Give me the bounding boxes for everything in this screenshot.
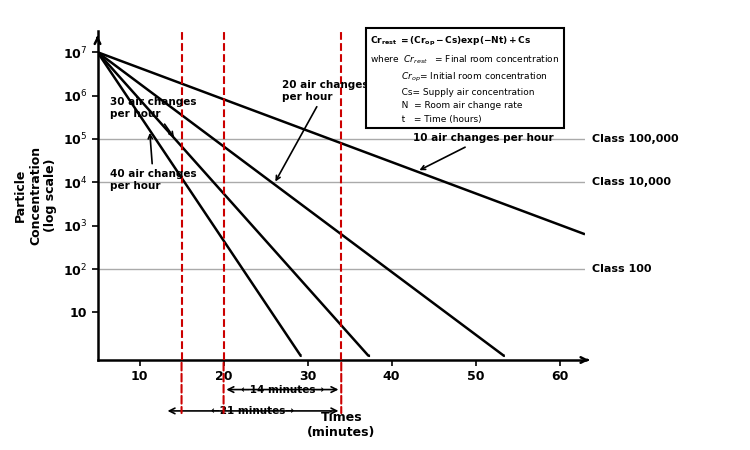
Text: 20 air changes
per hour: 20 air changes per hour — [276, 80, 369, 180]
Text: 30 air changes
per hour: 30 air changes per hour — [110, 98, 196, 136]
Text: Class 100: Class 100 — [592, 264, 651, 274]
Text: 10 air changes per hour: 10 air changes per hour — [413, 133, 554, 169]
Text: ←21 minutes→: ←21 minutes→ — [211, 406, 295, 416]
X-axis label: Times
(minutes): Times (minutes) — [307, 411, 376, 439]
Text: ←14 minutes→: ←14 minutes→ — [241, 385, 324, 395]
Text: 40 air changes
per hour: 40 air changes per hour — [110, 135, 196, 191]
Text: Class 10,000: Class 10,000 — [592, 177, 670, 187]
Y-axis label: Particle
Concentration
(log scale): Particle Concentration (log scale) — [14, 146, 57, 245]
Text: $\bf{Cr_{rest}}$ $\bf{=(Cr_{op}-Cs)exp(-Nt)+Cs}$
where  $Cr_{rest}$   = Final ro: $\bf{Cr_{rest}}$ $\bf{=(Cr_{op}-Cs)exp(-… — [370, 35, 560, 124]
Text: Class 100,000: Class 100,000 — [592, 134, 678, 144]
